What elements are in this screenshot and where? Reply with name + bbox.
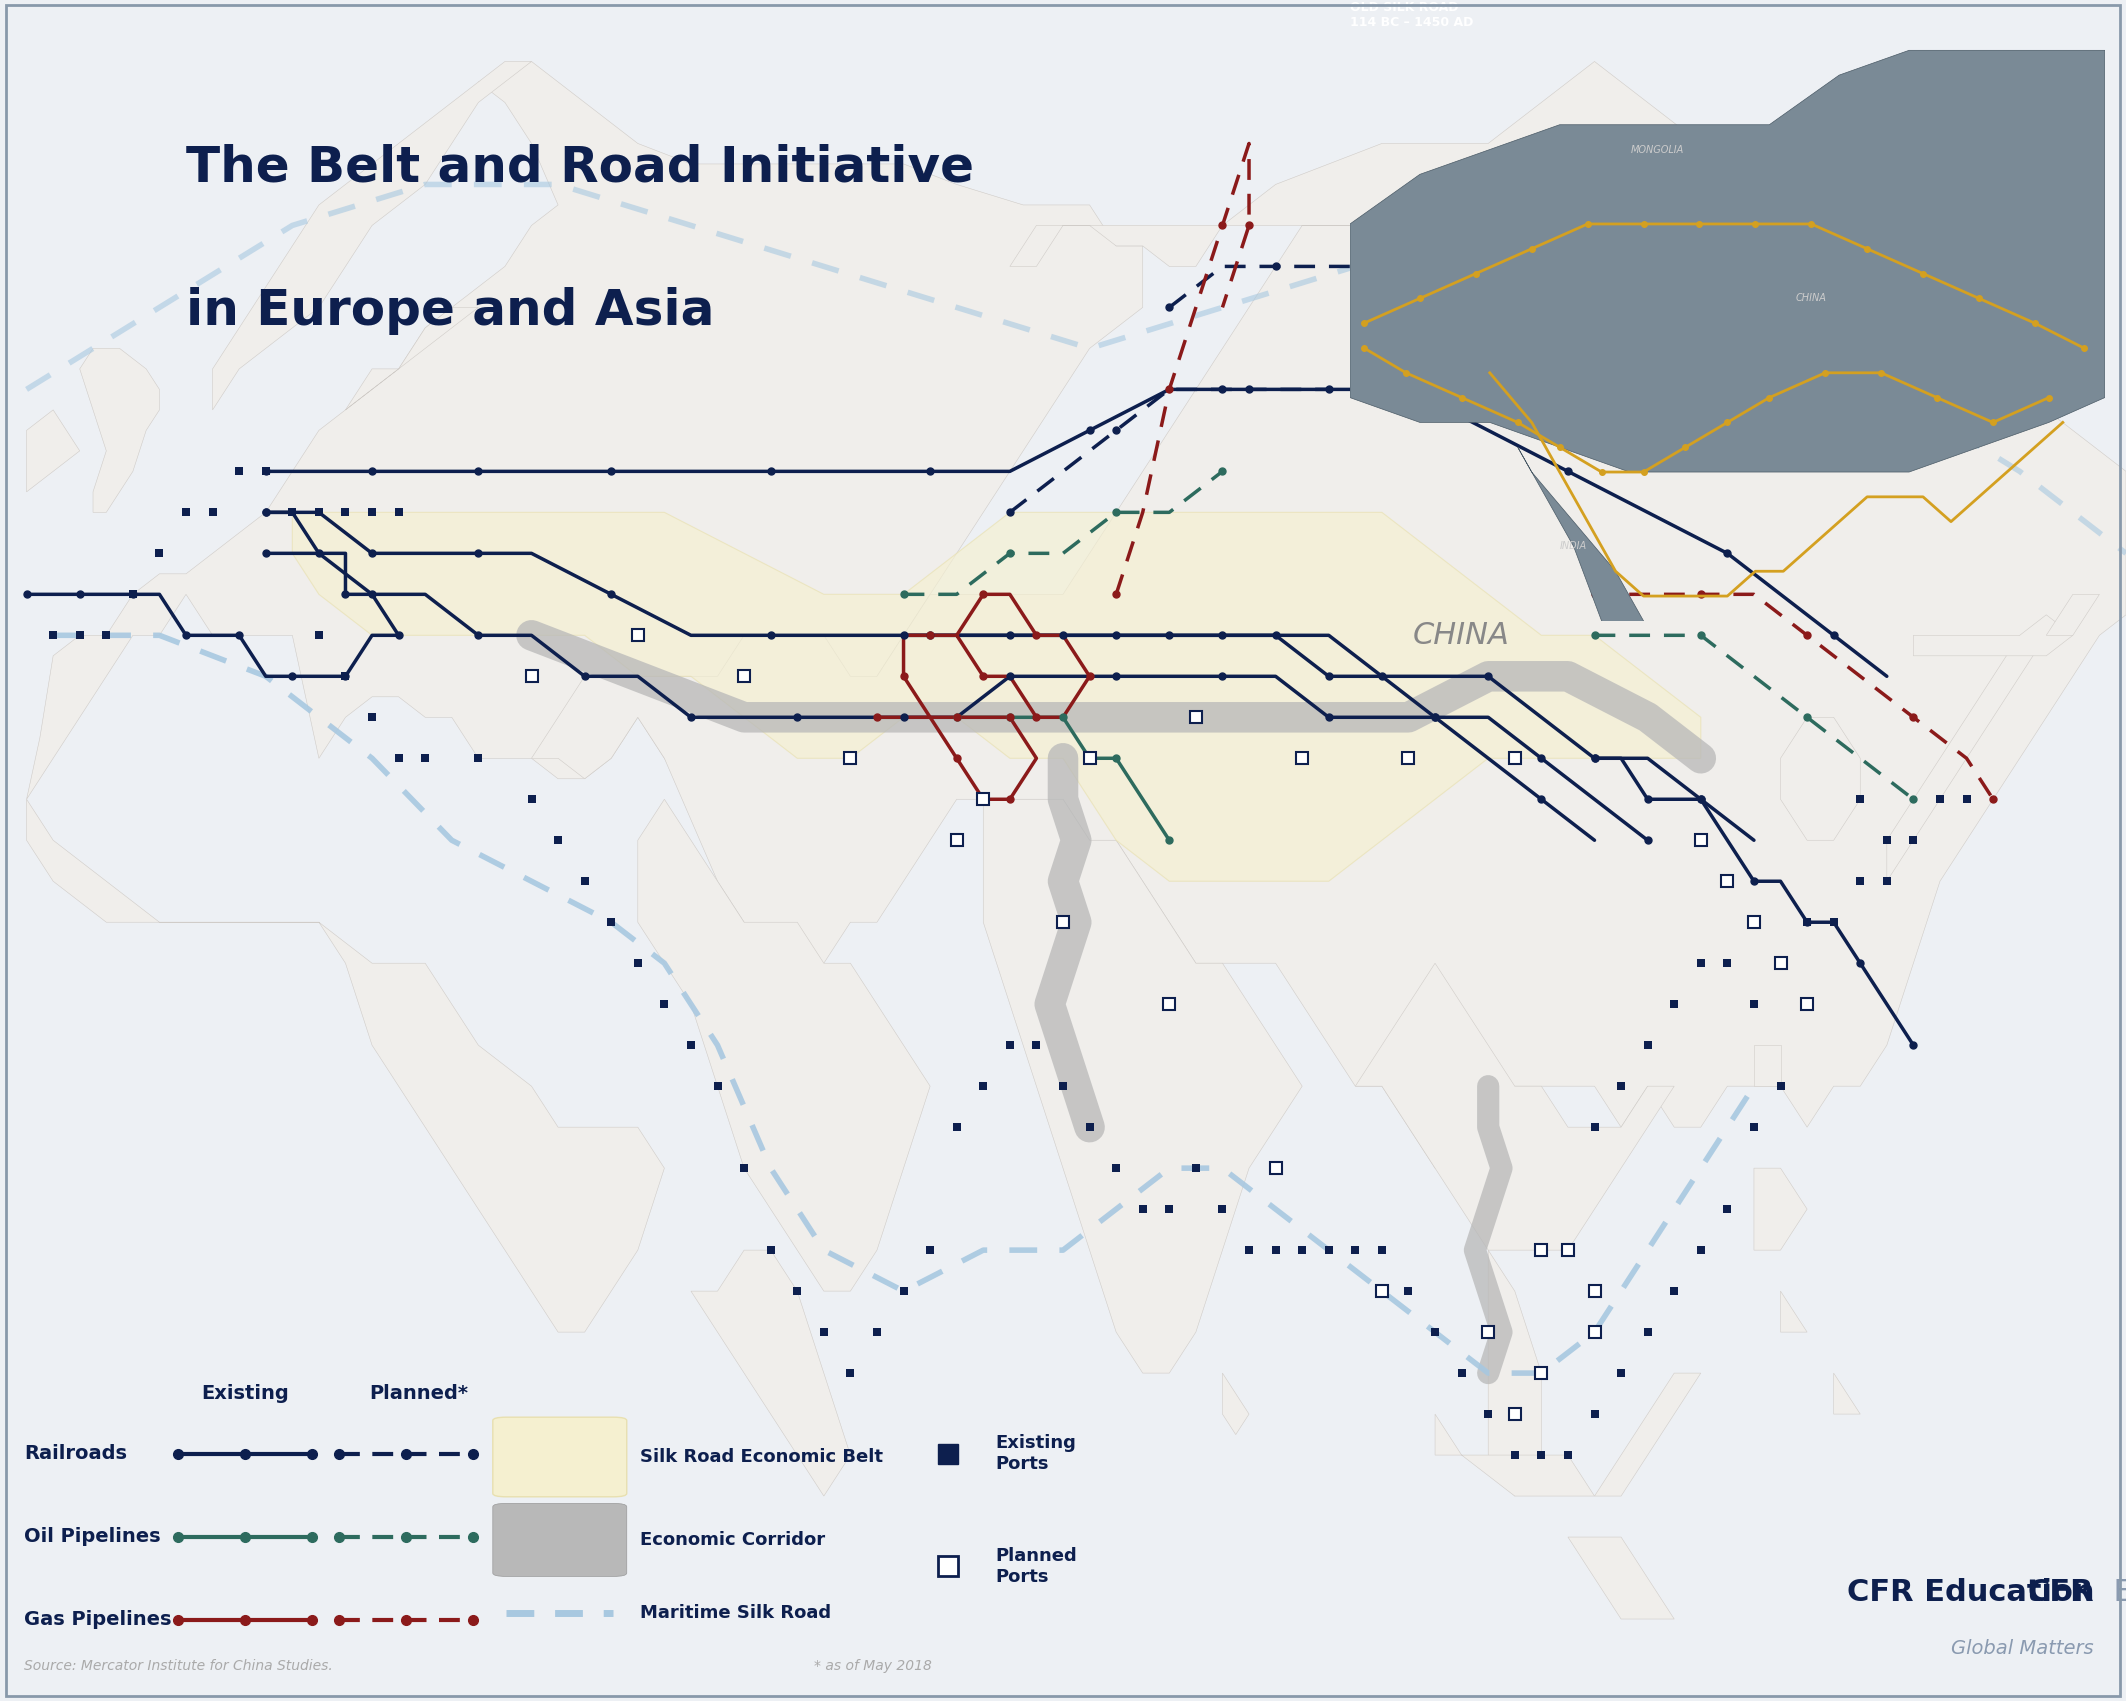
Polygon shape [81, 349, 159, 512]
Text: Existing
Ports: Existing Ports [995, 1434, 1076, 1473]
Text: Silk Road Economic Belt: Silk Road Economic Belt [640, 1448, 882, 1466]
Polygon shape [1435, 1414, 1594, 1497]
Text: The Belt and Road Initiative: The Belt and Road Initiative [187, 143, 974, 192]
Text: Railroads: Railroads [23, 1444, 128, 1463]
Polygon shape [1350, 51, 2105, 471]
Polygon shape [1518, 447, 1643, 646]
Text: Maritime Silk Road: Maritime Silk Road [640, 1604, 831, 1621]
Polygon shape [344, 308, 478, 410]
Polygon shape [28, 61, 1144, 840]
Polygon shape [28, 410, 81, 492]
Polygon shape [1754, 1169, 1807, 1250]
Text: Source: Mercator Institute for China Studies.: Source: Mercator Institute for China Stu… [23, 1658, 334, 1672]
Text: Education: Education [2094, 1579, 2126, 1607]
Polygon shape [213, 61, 532, 410]
FancyBboxPatch shape [493, 1504, 627, 1577]
Text: CFR: CFR [2028, 1579, 2094, 1607]
Text: MONGOLIA: MONGOLIA [1631, 145, 1684, 155]
Polygon shape [293, 512, 1701, 881]
Polygon shape [1356, 963, 1675, 1250]
Polygon shape [1782, 1291, 1807, 1332]
Text: CHINA: CHINA [1796, 293, 1826, 303]
Polygon shape [1222, 1373, 1250, 1434]
Polygon shape [691, 1250, 850, 1497]
Polygon shape [1569, 1538, 1675, 1619]
Polygon shape [1835, 1373, 1860, 1414]
Polygon shape [2047, 594, 2100, 634]
Text: Existing: Existing [202, 1385, 289, 1403]
Text: Oil Pipelines: Oil Pipelines [23, 1527, 162, 1546]
Text: OLD SILK ROAD
114 BC – 1450 AD: OLD SILK ROAD 114 BC – 1450 AD [1350, 0, 1473, 29]
Polygon shape [1888, 634, 2047, 881]
Polygon shape [1594, 1373, 1701, 1497]
Polygon shape [1913, 614, 2073, 657]
Polygon shape [1754, 1044, 1782, 1087]
Polygon shape [1488, 1250, 1541, 1497]
Text: Economic Corridor: Economic Corridor [640, 1531, 825, 1550]
Text: CHINA: CHINA [1414, 621, 1509, 650]
Text: Global Matters: Global Matters [1952, 1640, 2094, 1658]
Text: * as of May 2018: * as of May 2018 [814, 1658, 931, 1672]
Polygon shape [1782, 718, 1860, 840]
Text: in Europe and Asia: in Europe and Asia [187, 287, 714, 335]
Polygon shape [638, 799, 931, 1291]
Text: Planned
Ports: Planned Ports [995, 1546, 1078, 1585]
Text: Gas Pipelines: Gas Pipelines [23, 1611, 172, 1630]
Text: CFR Education: CFR Education [1847, 1579, 2094, 1607]
Polygon shape [28, 799, 665, 1332]
Text: INDIA: INDIA [1560, 541, 1588, 551]
Polygon shape [532, 61, 2126, 1169]
Polygon shape [984, 799, 1303, 1373]
Text: Planned*: Planned* [370, 1385, 468, 1403]
FancyBboxPatch shape [493, 1417, 627, 1497]
